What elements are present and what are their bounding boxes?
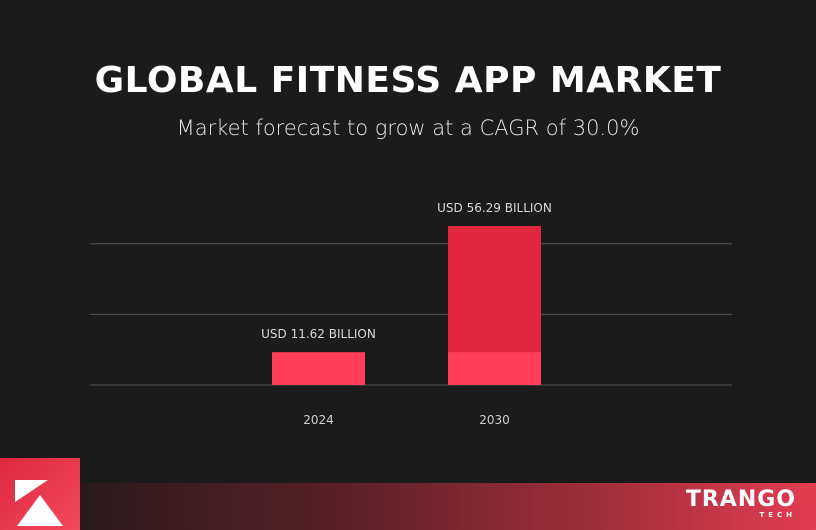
page-subtitle: Market forecast to grow at a CAGR of 30.…	[176, 116, 640, 140]
data-label: USD 11.62 BILLION	[261, 327, 376, 341]
brand-name: TRANGO	[685, 487, 796, 512]
footer-band	[80, 483, 816, 530]
bar-chart: USD 11.62 BILLION 2024 USD 56.29 BILLION 20…	[90, 201, 732, 427]
data-label: USD 56.29 BILLION	[437, 201, 552, 215]
page-title: GLOBAL FITNESS APP MARKET	[94, 60, 722, 101]
bar-base-segment-2030	[448, 352, 541, 385]
brand-logo: TRANGO TECH	[685, 487, 796, 520]
bar-2024	[272, 352, 365, 385]
x-tick-label: 2030	[479, 413, 510, 427]
brand-sub: TECH	[759, 511, 796, 519]
logo-badge	[0, 458, 80, 530]
x-tick-label: 2024	[303, 413, 334, 427]
arrow-logo-icon	[15, 480, 63, 526]
